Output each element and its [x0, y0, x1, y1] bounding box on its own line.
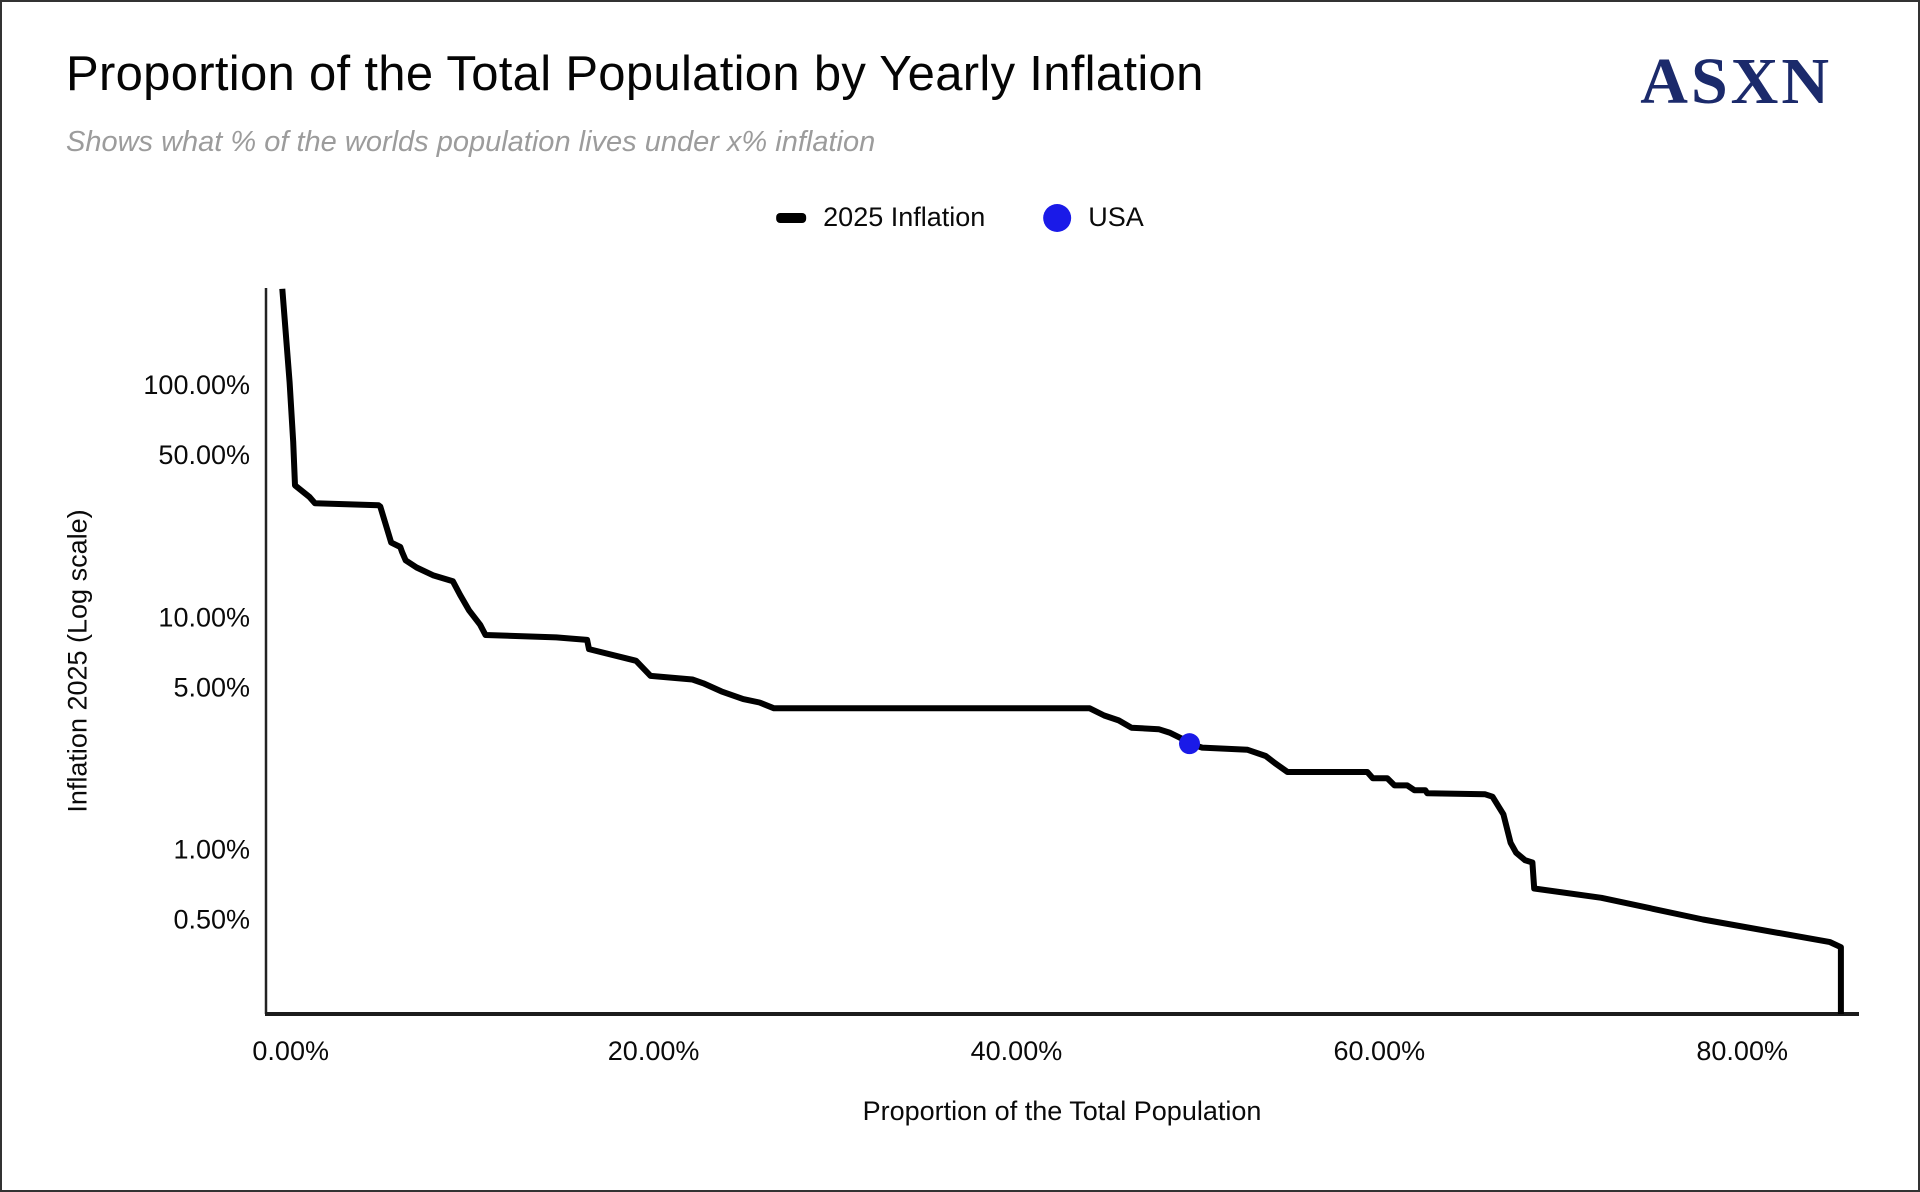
x-tick-label: 0.00%: [252, 1036, 329, 1066]
y-tick-label: 1.00%: [173, 835, 250, 865]
y-tick-label: 5.00%: [173, 672, 250, 702]
line-swatch-icon: [776, 212, 807, 223]
legend-label-usa: USA: [1088, 202, 1144, 232]
legend-item-2025-inflation: 2025 Inflation: [776, 202, 985, 233]
legend: 2025 Inflation USA: [776, 202, 1144, 233]
legend-label-2025-inflation: 2025 Inflation: [823, 202, 986, 232]
y-tick-label: 50.00%: [158, 440, 250, 470]
y-tick-label: 100.00%: [143, 370, 250, 400]
asxn-logo: ASXN: [1640, 45, 1832, 118]
legend-item-usa: USA: [1043, 202, 1144, 233]
dot-swatch-icon: [1043, 203, 1072, 232]
y-axis-title: Inflation 2025 (Log scale): [62, 509, 93, 813]
chart-subtitle: Shows what % of the worlds population li…: [66, 126, 876, 158]
inflation-curve: [279, 288, 1844, 1014]
chart-title: Proportion of the Total Population by Ye…: [66, 47, 1204, 101]
x-tick-label: 80.00%: [1696, 1036, 1788, 1066]
y-tick-label: 0.50%: [173, 905, 250, 935]
usa-marker-dot: [1179, 733, 1201, 755]
x-tick-label: 60.00%: [1334, 1036, 1426, 1066]
x-tick-label: 20.00%: [608, 1036, 700, 1066]
x-axis-title: Proportion of the Total Population: [862, 1096, 1262, 1126]
y-tick-label: 10.00%: [158, 602, 250, 632]
x-tick-label: 40.00%: [971, 1036, 1063, 1066]
